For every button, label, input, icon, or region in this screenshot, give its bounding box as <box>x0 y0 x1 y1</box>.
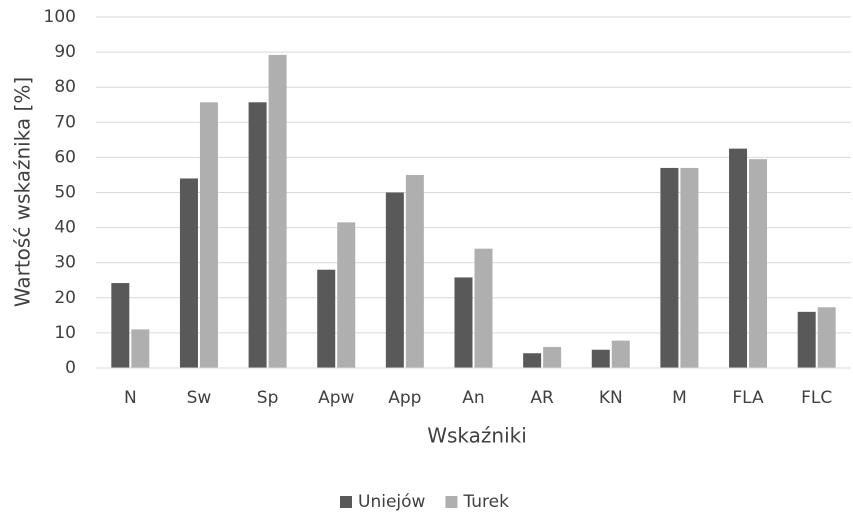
legend-label: Turek <box>462 492 509 512</box>
bar <box>749 159 768 368</box>
bar <box>199 102 218 368</box>
y-tick-label: 30 <box>54 253 76 273</box>
bar <box>454 277 473 368</box>
bar <box>317 269 336 368</box>
legend-swatch <box>340 496 352 508</box>
bar <box>179 178 198 368</box>
x-tick-label: Apw <box>318 388 354 408</box>
bar <box>268 54 287 369</box>
bar <box>729 148 748 368</box>
x-tick-label: Sw <box>187 388 212 408</box>
y-tick-label: 20 <box>54 288 76 308</box>
y-tick-label: 100 <box>44 7 76 27</box>
x-tick-label: Sp <box>257 388 279 408</box>
legend-label: Uniejów <box>358 492 426 512</box>
y-tick-label: 10 <box>54 323 76 343</box>
x-tick-label: FLC <box>801 388 832 408</box>
y-tick-label: 70 <box>54 112 76 132</box>
x-tick-label: M <box>672 388 687 408</box>
y-tick-label: 90 <box>54 42 76 62</box>
x-tick-label: KN <box>599 388 623 408</box>
bar <box>611 340 630 368</box>
x-tick-label: AR <box>530 388 554 408</box>
bar <box>817 307 836 368</box>
bar <box>474 248 493 368</box>
bar <box>543 346 562 368</box>
bar <box>337 222 356 368</box>
y-tick-label: 80 <box>54 77 76 97</box>
bar <box>523 353 542 368</box>
x-tick-label: An <box>462 388 484 408</box>
bar <box>660 167 679 368</box>
x-axis-title: Wskaźniki <box>427 424 527 448</box>
bar <box>131 329 150 368</box>
bar <box>591 349 610 368</box>
x-tick-label: FLA <box>732 388 764 408</box>
bar <box>405 174 424 368</box>
y-axis-title: Wartość wskaźnika [%] <box>11 77 35 307</box>
bar <box>111 283 130 368</box>
bar <box>680 167 699 368</box>
x-tick-label: App <box>388 388 421 408</box>
bar <box>248 102 267 368</box>
y-tick-label: 60 <box>54 147 76 167</box>
y-tick-label: 0 <box>65 358 76 378</box>
y-tick-label: 50 <box>54 183 76 203</box>
legend-swatch <box>445 496 458 508</box>
y-tick-label: 40 <box>54 218 76 238</box>
x-tick-label: N <box>124 388 137 408</box>
bar <box>385 192 404 368</box>
bar <box>797 311 816 368</box>
